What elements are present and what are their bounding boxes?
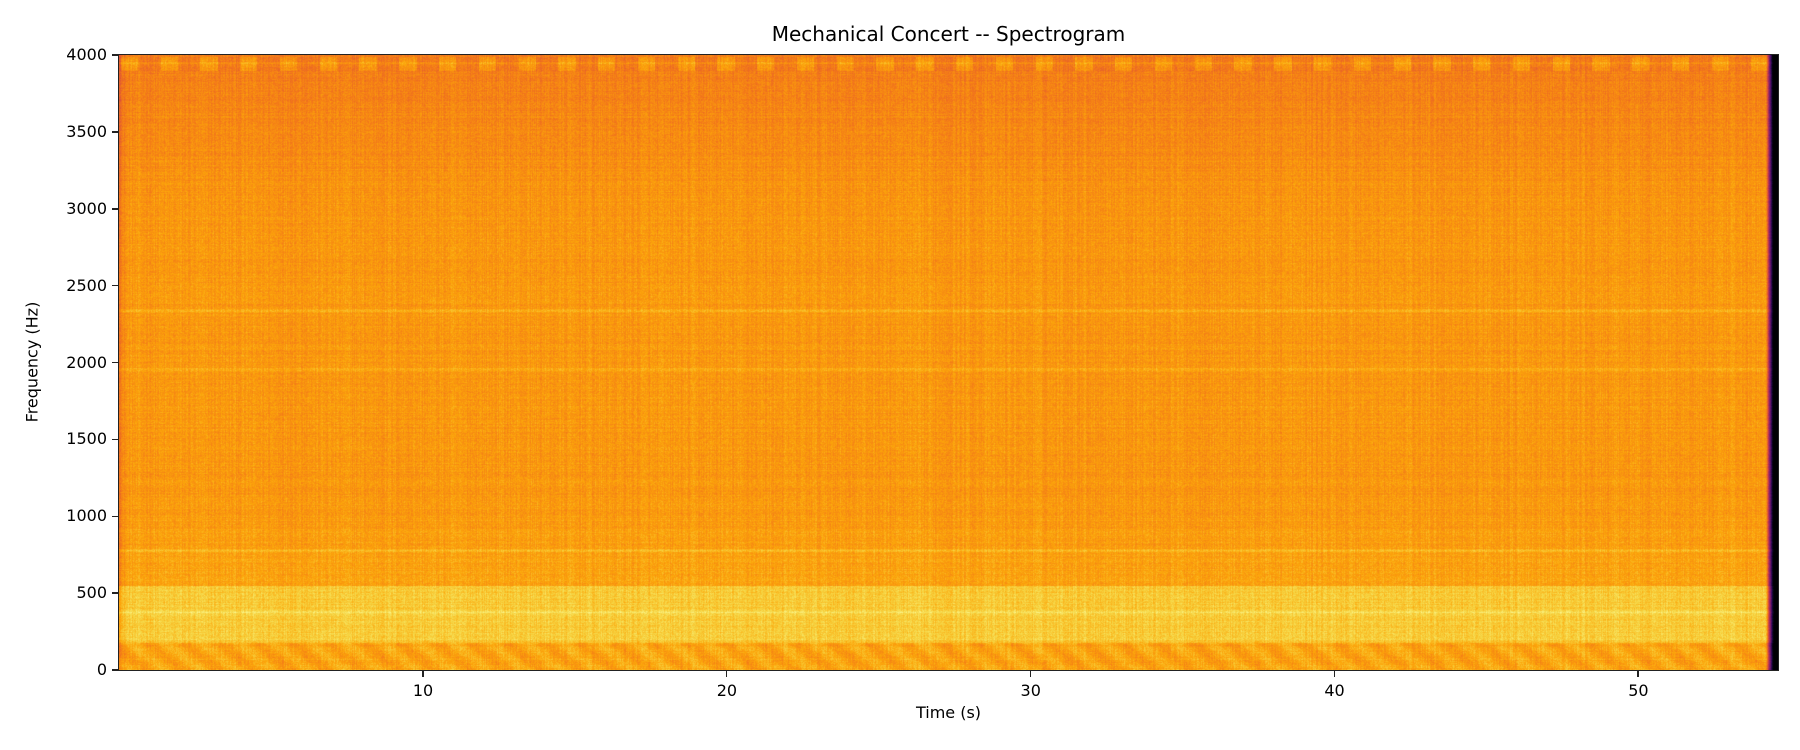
y-tick-label: 500 xyxy=(76,583,107,603)
chart-title: Mechanical Concert -- Spectrogram xyxy=(771,22,1126,46)
y-tick xyxy=(112,131,119,133)
x-tick-label: 10 xyxy=(412,681,434,700)
x-axis-label: Time (s) xyxy=(915,703,982,722)
y-tick-label: 0 xyxy=(96,660,107,679)
x-tick xyxy=(1333,670,1336,677)
x-tick-label: 50 xyxy=(1628,681,1649,700)
x-tick xyxy=(422,670,424,677)
y-tick xyxy=(112,208,119,210)
y-tick xyxy=(112,361,119,364)
x-tick xyxy=(725,670,728,677)
x-tick-label: 30 xyxy=(1020,681,1041,700)
x-tick xyxy=(1029,670,1032,677)
y-tick-label: 1000 xyxy=(66,506,107,526)
y-tick xyxy=(112,438,119,441)
y-tick-label: 3500 xyxy=(66,121,107,141)
y-tick-label: 1500 xyxy=(66,429,107,449)
y-tick xyxy=(112,515,119,517)
y-tick xyxy=(112,669,119,671)
x-tick-label: 20 xyxy=(716,681,738,700)
y-tick xyxy=(112,592,119,594)
y-tick xyxy=(112,284,119,287)
y-tick-label: 2500 xyxy=(66,275,107,295)
y-tick-label: 3000 xyxy=(66,198,107,218)
y-tick xyxy=(112,54,119,56)
spectrogram-heatmap xyxy=(119,55,1778,670)
y-tick-label: 2000 xyxy=(66,352,107,372)
x-tick xyxy=(1637,670,1639,677)
y-tick-label: 4000 xyxy=(66,45,107,64)
x-tick-label: 40 xyxy=(1324,681,1345,700)
